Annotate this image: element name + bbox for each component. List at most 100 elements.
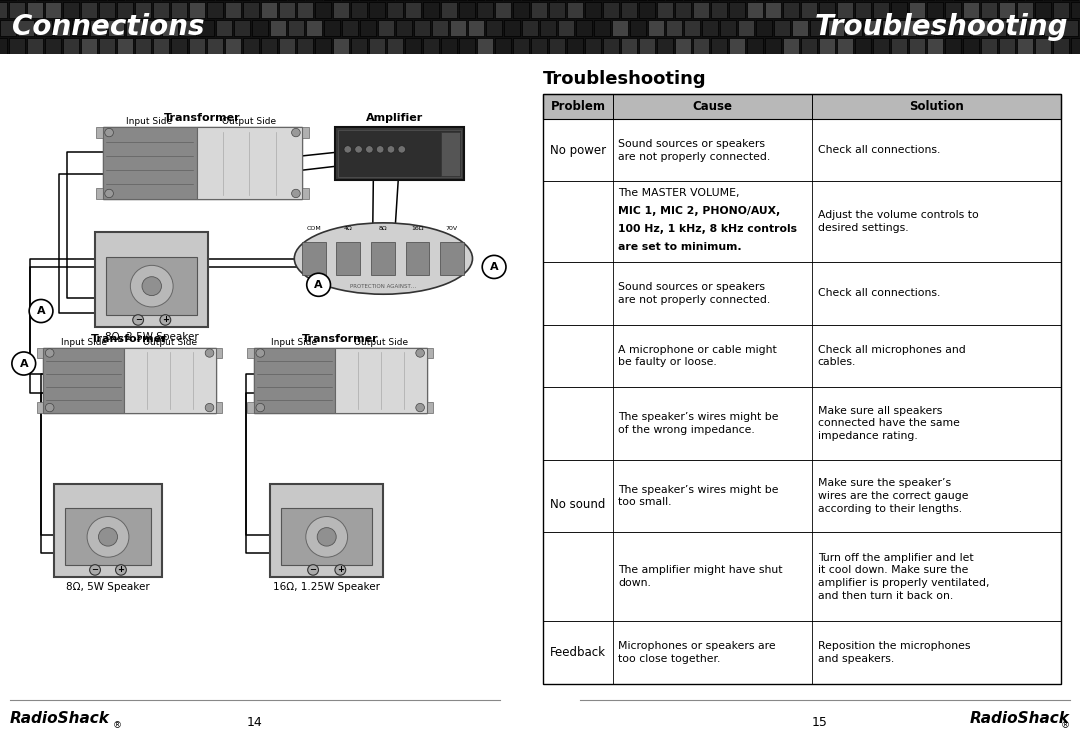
Bar <box>427 348 433 358</box>
Text: 70V: 70V <box>446 226 458 231</box>
Bar <box>792 20 808 36</box>
Bar <box>180 20 195 36</box>
Bar <box>153 2 168 18</box>
Circle shape <box>45 403 54 412</box>
Text: The speaker’s wires might be
of the wrong impedance.: The speaker’s wires might be of the wron… <box>619 412 779 435</box>
Text: Make sure the speaker’s
wires are the correct gauge
according to their lengths.: Make sure the speaker’s wires are the co… <box>818 478 968 514</box>
Bar <box>918 20 934 36</box>
Circle shape <box>318 527 336 546</box>
Bar <box>396 20 411 36</box>
Bar <box>999 2 1015 18</box>
Text: A: A <box>37 306 45 316</box>
Bar <box>810 56 826 72</box>
Bar <box>342 56 357 72</box>
Bar <box>243 38 259 54</box>
Text: Check all connections.: Check all connections. <box>818 289 940 298</box>
Bar <box>657 38 673 54</box>
Text: Reposition the microphones
and speakers.: Reposition the microphones and speakers. <box>818 641 970 663</box>
Bar <box>585 2 600 18</box>
Bar <box>657 2 673 18</box>
Text: Connections: Connections <box>12 13 204 41</box>
Bar <box>197 127 302 199</box>
Bar <box>1062 20 1078 36</box>
Bar <box>198 20 214 36</box>
Bar <box>378 20 394 36</box>
Bar <box>432 56 448 72</box>
Bar <box>543 621 1061 684</box>
Bar <box>351 38 367 54</box>
Circle shape <box>308 565 319 575</box>
Bar <box>1062 56 1078 72</box>
Bar <box>36 20 52 36</box>
Bar <box>603 38 619 54</box>
Bar <box>117 38 133 54</box>
Bar <box>254 348 335 413</box>
Bar <box>1008 56 1024 72</box>
Text: RadioShack: RadioShack <box>10 711 110 726</box>
Circle shape <box>366 146 374 153</box>
Bar <box>0 20 16 36</box>
Bar <box>279 38 295 54</box>
Text: 16Ω: 16Ω <box>411 226 423 231</box>
Bar <box>864 56 880 72</box>
Text: 8Ω: 8Ω <box>379 226 387 231</box>
Bar <box>864 20 880 36</box>
Circle shape <box>292 189 300 197</box>
Bar <box>162 56 178 72</box>
Circle shape <box>143 277 162 295</box>
Circle shape <box>345 146 352 153</box>
Bar <box>468 20 484 36</box>
Bar <box>324 56 340 72</box>
Bar <box>247 402 254 413</box>
Bar <box>90 56 106 72</box>
Bar <box>882 20 897 36</box>
Text: +: + <box>337 565 343 574</box>
Bar <box>99 38 114 54</box>
Bar <box>558 56 573 72</box>
Bar <box>107 257 198 316</box>
Bar <box>9 38 25 54</box>
Text: Solution: Solution <box>909 99 963 113</box>
Bar <box>900 20 916 36</box>
Bar <box>302 127 309 138</box>
Ellipse shape <box>295 223 473 294</box>
Bar <box>288 20 303 36</box>
Text: +: + <box>118 565 124 574</box>
Circle shape <box>306 517 348 557</box>
Bar <box>423 38 438 54</box>
Circle shape <box>355 146 363 153</box>
Text: ®: ® <box>1061 722 1070 731</box>
Text: Troubleshooting: Troubleshooting <box>543 70 707 88</box>
Bar <box>603 2 619 18</box>
Bar <box>54 20 70 36</box>
Circle shape <box>256 349 265 358</box>
Bar <box>335 348 427 413</box>
Bar <box>630 56 646 72</box>
Text: Check all microphones and
cables.: Check all microphones and cables. <box>818 345 966 367</box>
Bar <box>738 56 754 72</box>
Bar <box>846 20 862 36</box>
Bar <box>711 38 727 54</box>
Bar <box>1044 20 1059 36</box>
Bar <box>387 38 403 54</box>
Bar <box>234 56 249 72</box>
Bar <box>216 56 232 72</box>
Bar <box>225 2 241 18</box>
Bar <box>96 127 103 138</box>
Text: Transformer: Transformer <box>92 334 167 343</box>
Bar <box>302 188 309 199</box>
Bar <box>882 56 897 72</box>
Bar <box>936 20 951 36</box>
Circle shape <box>45 349 54 358</box>
Bar <box>693 2 708 18</box>
Text: A: A <box>19 358 28 369</box>
Bar <box>684 56 700 72</box>
Bar <box>297 38 313 54</box>
Bar <box>666 56 681 72</box>
Text: Sound sources or speakers
are not properly connected.: Sound sources or speakers are not proper… <box>619 139 771 162</box>
Bar <box>54 56 70 72</box>
Text: Transformer: Transformer <box>164 113 241 123</box>
Bar <box>0 56 16 72</box>
Bar <box>738 20 754 36</box>
Bar <box>543 182 1061 262</box>
